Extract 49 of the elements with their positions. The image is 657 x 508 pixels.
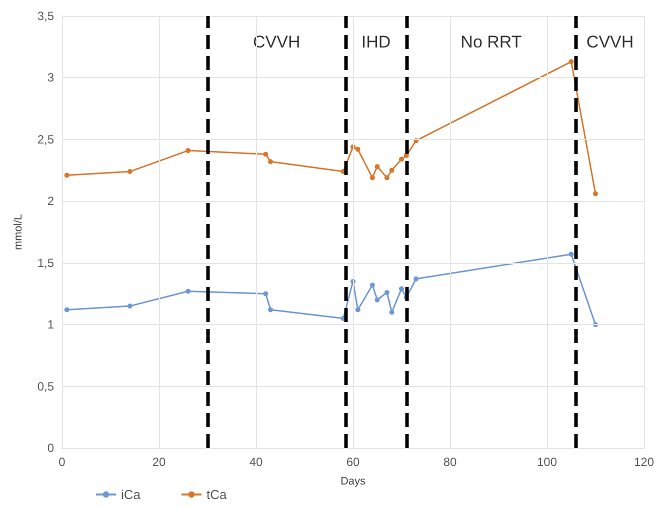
point bbox=[355, 307, 360, 312]
point bbox=[568, 252, 574, 257]
x-tick-label: 80 bbox=[443, 455, 457, 469]
point bbox=[263, 291, 268, 296]
y-tick-label: 3,5 bbox=[37, 9, 54, 23]
point bbox=[370, 175, 375, 180]
y-axis-title: mmol/L bbox=[12, 214, 24, 250]
x-tick-label: 100 bbox=[536, 455, 558, 469]
point bbox=[399, 286, 404, 292]
point bbox=[186, 288, 191, 294]
legend-label: iCa bbox=[121, 487, 142, 502]
point bbox=[374, 297, 380, 302]
point bbox=[384, 290, 390, 295]
point bbox=[374, 164, 380, 170]
x-tick-label: 120 bbox=[634, 455, 654, 469]
legend-label: tCa bbox=[206, 487, 228, 502]
y-tick-label: 3 bbox=[47, 70, 54, 85]
point bbox=[127, 169, 132, 174]
annotation: No RRT bbox=[460, 32, 522, 52]
y-tick-label: 1,5 bbox=[37, 256, 54, 270]
y-tick-label: 0 bbox=[47, 441, 54, 455]
y-tick-label: 1 bbox=[47, 318, 54, 332]
point bbox=[186, 148, 191, 154]
point bbox=[355, 146, 360, 152]
annotation: CVVH bbox=[252, 32, 300, 52]
x-tick-label: 20 bbox=[152, 455, 166, 469]
annotation: CVVH bbox=[586, 32, 634, 52]
annotation: IHD bbox=[361, 32, 391, 52]
y-tick-label: 2,5 bbox=[37, 132, 54, 146]
point bbox=[414, 276, 419, 282]
x-tick-label: 0 bbox=[58, 455, 66, 469]
x-tick-label: 60 bbox=[346, 455, 360, 469]
x-tick-label: 40 bbox=[249, 455, 263, 469]
point bbox=[263, 152, 268, 157]
y-tick-label: 2 bbox=[47, 194, 54, 208]
point bbox=[389, 168, 394, 173]
point bbox=[370, 282, 375, 288]
point bbox=[389, 310, 394, 315]
point bbox=[568, 59, 574, 64]
point bbox=[64, 307, 70, 312]
point bbox=[268, 159, 274, 164]
point bbox=[64, 172, 70, 178]
point bbox=[592, 191, 598, 196]
point bbox=[384, 175, 390, 180]
point bbox=[127, 304, 132, 309]
point bbox=[399, 156, 404, 162]
point bbox=[268, 307, 274, 312]
x-axis-title: Days bbox=[340, 476, 366, 488]
y-tick-label: 0,5 bbox=[37, 379, 54, 394]
